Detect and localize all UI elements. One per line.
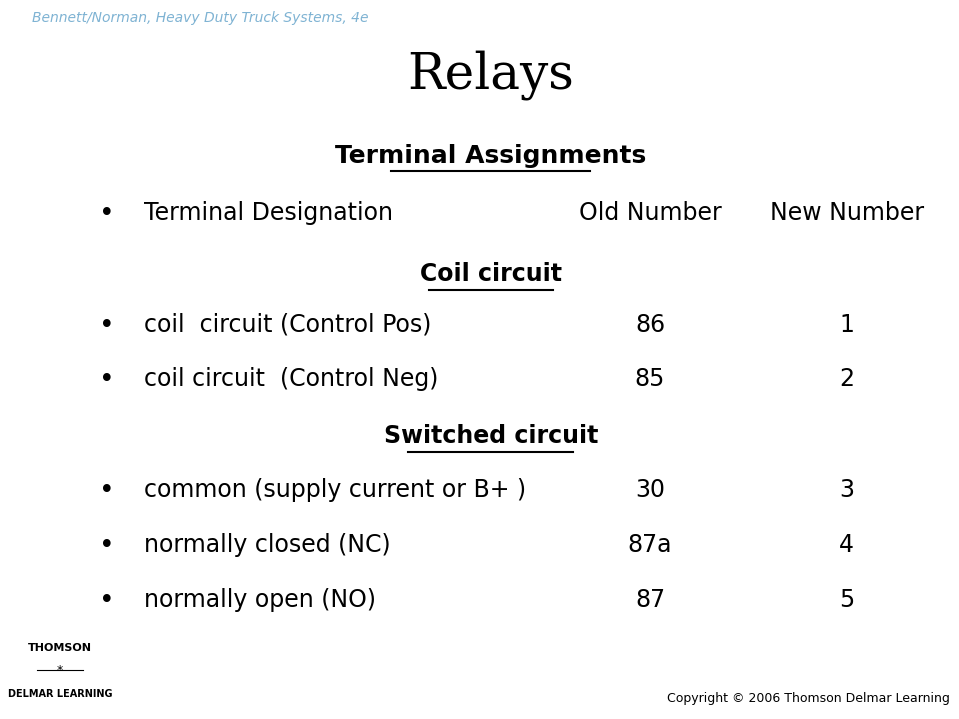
Text: 86: 86 <box>635 313 665 336</box>
Text: 30: 30 <box>635 478 665 502</box>
Text: Copyright © 2006 Thomson Delmar Learning: Copyright © 2006 Thomson Delmar Learning <box>667 692 949 705</box>
Text: 87a: 87a <box>628 533 672 557</box>
Text: THOMSON: THOMSON <box>28 643 92 653</box>
Text: 87: 87 <box>635 588 665 612</box>
Text: •: • <box>99 201 115 227</box>
Text: normally open (NO): normally open (NO) <box>144 588 376 612</box>
Text: Coil circuit: Coil circuit <box>420 262 562 286</box>
Text: 2: 2 <box>839 367 854 390</box>
Text: •: • <box>99 588 115 614</box>
Text: DELMAR LEARNING: DELMAR LEARNING <box>8 689 112 699</box>
Text: •: • <box>99 533 115 559</box>
Text: •: • <box>99 478 115 504</box>
Text: •: • <box>99 313 115 339</box>
Text: *: * <box>57 664 63 677</box>
Text: 5: 5 <box>839 588 854 612</box>
Text: Switched circuit: Switched circuit <box>384 424 598 448</box>
Text: •: • <box>99 367 115 393</box>
Text: Terminal Assignments: Terminal Assignments <box>335 144 646 168</box>
Text: 3: 3 <box>839 478 854 502</box>
Text: 1: 1 <box>839 313 854 336</box>
Text: New Number: New Number <box>769 201 924 225</box>
Text: coil  circuit (Control Pos): coil circuit (Control Pos) <box>144 313 432 336</box>
Text: normally closed (NC): normally closed (NC) <box>144 533 391 557</box>
Text: Bennett/Norman, Heavy Duty Truck Systems, 4e: Bennett/Norman, Heavy Duty Truck Systems… <box>32 11 368 24</box>
Text: 85: 85 <box>635 367 666 390</box>
Text: Relays: Relays <box>408 50 574 100</box>
Text: common (supply current or B+ ): common (supply current or B+ ) <box>144 478 526 502</box>
Text: Terminal Designation: Terminal Designation <box>144 201 393 225</box>
Text: coil circuit  (Control Neg): coil circuit (Control Neg) <box>144 367 438 390</box>
Text: 4: 4 <box>839 533 854 557</box>
Text: Old Number: Old Number <box>578 201 721 225</box>
